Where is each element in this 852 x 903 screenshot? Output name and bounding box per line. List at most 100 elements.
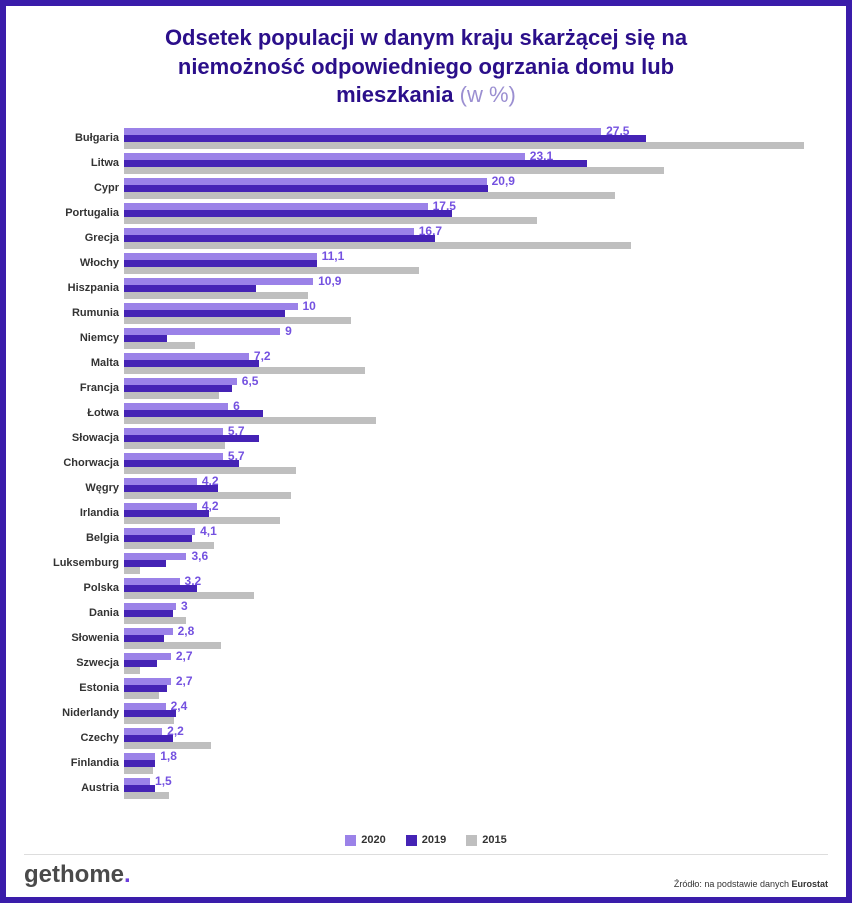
logo-dot: . [124, 861, 131, 888]
legend-swatch [345, 835, 356, 846]
bar-2015 [124, 742, 211, 749]
legend-swatch [466, 835, 477, 846]
bar-2015 [124, 342, 195, 349]
bar-2019 [124, 385, 232, 392]
country-label: Niderlandy [24, 707, 119, 719]
bar-2020: 9 [124, 328, 280, 335]
bar-2019 [124, 485, 218, 492]
country-label: Łotwa [24, 407, 119, 419]
bar-2019 [124, 610, 173, 617]
bar-2020: 3 [124, 603, 176, 610]
country-label: Litwa [24, 157, 119, 169]
bar-group: 3 [124, 603, 818, 624]
bar-2020: 1,5 [124, 778, 150, 785]
bar-2019 [124, 760, 155, 767]
bar-2020: 6 [124, 403, 228, 410]
legend-label: 2015 [482, 834, 506, 846]
country-row: Łotwa6 [124, 401, 818, 426]
bar-2019 [124, 360, 259, 367]
country-label: Portugalia [24, 207, 119, 219]
bar-group: 5,7 [124, 428, 818, 449]
bar-2015 [124, 642, 221, 649]
legend-label: 2019 [422, 834, 446, 846]
country-label: Malta [24, 357, 119, 369]
country-label: Niemcy [24, 332, 119, 344]
country-row: Czechy2,2 [124, 726, 818, 751]
country-label: Węgry [24, 482, 119, 494]
country-row: Chorwacja5,7 [124, 451, 818, 476]
bar-2015 [124, 192, 615, 199]
bar-2015 [124, 267, 419, 274]
bar-2020: 17,5 [124, 203, 428, 210]
bar-2019 [124, 285, 256, 292]
bar-2019 [124, 185, 488, 192]
bar-2020: 4,2 [124, 503, 197, 510]
country-row: Rumunia10 [124, 301, 818, 326]
source-prefix: Źródło: na podstawie danych [674, 879, 792, 889]
country-row: Włochy11,1 [124, 251, 818, 276]
bar-2020: 10 [124, 303, 298, 310]
country-label: Finlandia [24, 757, 119, 769]
bar-2020: 23,1 [124, 153, 525, 160]
bar-chart: Bułgaria27,5Litwa23,1Cypr20,9Portugalia1… [24, 122, 828, 828]
bar-2019 [124, 260, 317, 267]
country-label: Belgia [24, 532, 119, 544]
source-bold: Eurostat [791, 879, 828, 889]
bar-2019 [124, 335, 167, 342]
bar-2019 [124, 535, 192, 542]
country-label: Irlandia [24, 507, 119, 519]
country-label: Luksemburg [24, 557, 119, 569]
bar-group: 4,1 [124, 528, 818, 549]
bar-group: 11,1 [124, 253, 818, 274]
bar-group: 27,5 [124, 128, 818, 149]
bar-group: 20,9 [124, 178, 818, 199]
bar-2019 [124, 710, 176, 717]
bar-group: 2,4 [124, 703, 818, 724]
bar-2015 [124, 492, 291, 499]
bar-2020: 4,1 [124, 528, 195, 535]
chart-container: Odsetek populacji w danym kraju skarżące… [0, 0, 852, 903]
bar-2019 [124, 660, 157, 667]
country-label: Czechy [24, 732, 119, 744]
country-row: Francja6,5 [124, 376, 818, 401]
country-label: Polska [24, 582, 119, 594]
country-label: Słowacja [24, 432, 119, 444]
country-label: Słowenia [24, 632, 119, 644]
country-label: Rumunia [24, 307, 119, 319]
bar-group: 3,2 [124, 578, 818, 599]
legend-swatch [406, 835, 417, 846]
bar-2019 [124, 685, 167, 692]
bar-2019 [124, 410, 263, 417]
country-row: Słowenia2,8 [124, 626, 818, 651]
country-label: Szwecja [24, 657, 119, 669]
country-row: Finlandia1,8 [124, 751, 818, 776]
bar-group: 3,6 [124, 553, 818, 574]
bar-2015 [124, 792, 169, 799]
bar-2020: 3,2 [124, 578, 180, 585]
bar-2015 [124, 567, 140, 574]
bar-group: 23,1 [124, 153, 818, 174]
legend: 2020 2019 2015 [24, 834, 828, 846]
bar-2015 [124, 292, 308, 299]
country-row: Luksemburg3,6 [124, 551, 818, 576]
bar-2019 [124, 585, 197, 592]
bar-2015 [124, 717, 174, 724]
bar-group: 10 [124, 303, 818, 324]
country-label: Bułgaria [24, 132, 119, 144]
bar-2015 [124, 692, 159, 699]
bar-2019 [124, 635, 164, 642]
country-row: Dania3 [124, 601, 818, 626]
legend-item: 2020 [345, 834, 385, 846]
country-row: Portugalia17,5 [124, 201, 818, 226]
bar-group: 16,7 [124, 228, 818, 249]
bar-group: 7,2 [124, 353, 818, 374]
bar-2015 [124, 392, 219, 399]
country-row: Grecja16,7 [124, 226, 818, 251]
country-label: Chorwacja [24, 457, 119, 469]
bar-2020: 1,8 [124, 753, 155, 760]
bar-2020: 6,5 [124, 378, 237, 385]
bar-2020: 4,2 [124, 478, 197, 485]
bar-2015 [124, 767, 153, 774]
footer: gethome. Źródło: na podstawie danych Eur… [24, 854, 828, 889]
bar-2019 [124, 510, 209, 517]
